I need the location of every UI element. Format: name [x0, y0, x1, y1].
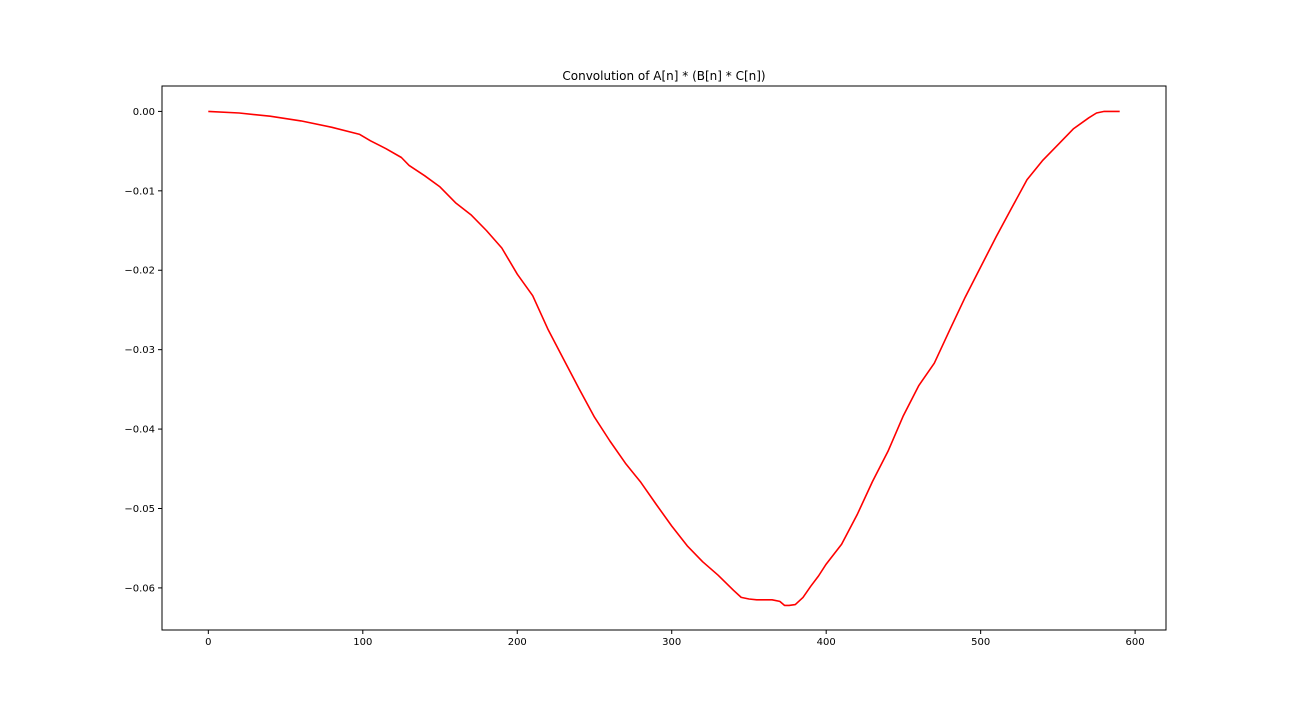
y-tick-label: −0.04	[124, 425, 155, 436]
y-tick-label: −0.03	[124, 345, 155, 356]
y-tick-label: −0.05	[124, 504, 155, 515]
y-tick-label: −0.02	[124, 266, 155, 277]
y-tick-label: −0.06	[124, 583, 155, 594]
series-layer	[208, 110, 1120, 607]
x-axis: 0 100 200 300 400 500 600	[205, 630, 1145, 648]
y-tick-label: 0.00	[133, 107, 155, 118]
x-tick-label: 600	[1126, 637, 1145, 648]
x-tick-label: 0	[205, 637, 211, 648]
y-axis: 0.00 −0.01 −0.02 −0.03 −0.04 −0.05 −0.06	[124, 107, 162, 594]
x-tick-label: 200	[508, 637, 527, 648]
x-tick-label: 300	[662, 637, 681, 648]
x-tick-label: 400	[817, 637, 836, 648]
plot-frame	[161, 85, 1167, 631]
y-tick-label: −0.01	[124, 186, 155, 197]
x-tick-label: 100	[353, 637, 372, 648]
x-tick-label: 500	[971, 637, 990, 648]
series-line	[208, 110, 1120, 607]
chart-title: Convolution of A[n] * (B[n] * C[n])	[562, 69, 765, 83]
